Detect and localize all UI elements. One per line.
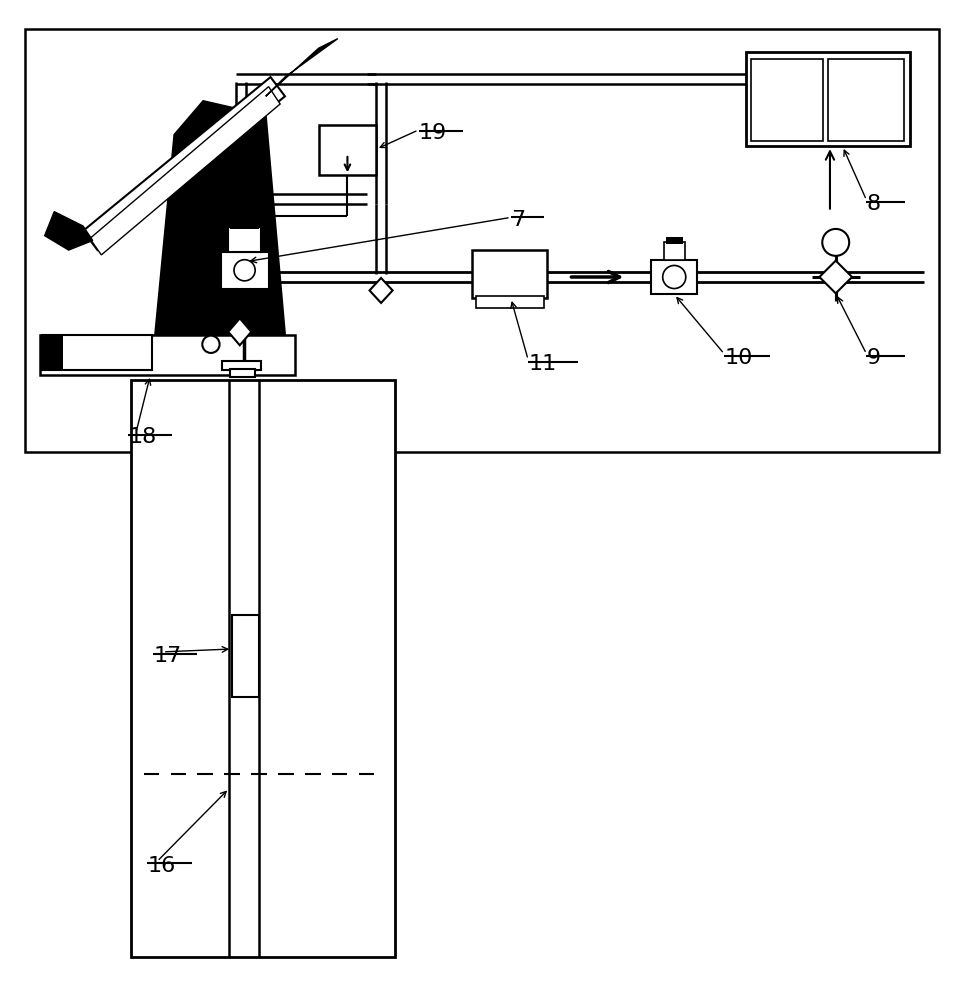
Bar bbox=[476, 296, 544, 308]
Bar bbox=[41, 335, 152, 370]
Polygon shape bbox=[819, 261, 852, 293]
Text: 17: 17 bbox=[153, 646, 181, 666]
Bar bbox=[318, 125, 376, 175]
Bar bbox=[131, 380, 395, 957]
Bar bbox=[230, 369, 255, 377]
Text: 9: 9 bbox=[867, 348, 880, 368]
Polygon shape bbox=[369, 278, 392, 303]
Circle shape bbox=[822, 229, 849, 256]
Polygon shape bbox=[228, 318, 252, 345]
Bar bbox=[41, 335, 63, 370]
Text: 11: 11 bbox=[528, 354, 556, 374]
Bar bbox=[232, 615, 259, 697]
Polygon shape bbox=[155, 101, 285, 335]
Bar bbox=[230, 217, 259, 229]
Text: 10: 10 bbox=[724, 348, 753, 368]
Bar bbox=[751, 59, 823, 141]
Circle shape bbox=[234, 260, 255, 281]
Bar bbox=[651, 260, 697, 294]
Polygon shape bbox=[44, 212, 93, 250]
Bar bbox=[40, 335, 295, 375]
Polygon shape bbox=[266, 39, 337, 96]
Bar bbox=[223, 361, 261, 370]
Bar bbox=[663, 242, 684, 260]
Bar bbox=[746, 52, 910, 146]
Text: 7: 7 bbox=[511, 210, 525, 230]
Bar bbox=[828, 59, 904, 141]
Bar bbox=[472, 250, 548, 298]
Bar bbox=[221, 252, 269, 289]
Polygon shape bbox=[90, 87, 281, 255]
Text: 18: 18 bbox=[128, 427, 156, 447]
Text: 16: 16 bbox=[147, 856, 175, 876]
Bar bbox=[25, 29, 939, 452]
Circle shape bbox=[202, 336, 220, 353]
Text: 8: 8 bbox=[867, 194, 880, 214]
Text: 19: 19 bbox=[418, 123, 446, 143]
Bar bbox=[665, 237, 683, 244]
Bar bbox=[228, 227, 261, 252]
Circle shape bbox=[662, 265, 685, 289]
Polygon shape bbox=[83, 77, 285, 250]
Polygon shape bbox=[203, 293, 261, 335]
